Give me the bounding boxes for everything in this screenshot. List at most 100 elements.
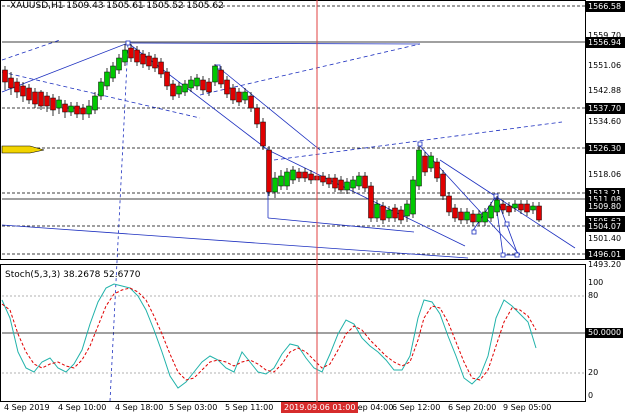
- candle: [332, 174, 338, 192]
- candle-body: [434, 161, 440, 179]
- candle: [506, 202, 512, 216]
- candle: [266, 146, 272, 196]
- candle: [260, 118, 266, 150]
- candle-body: [398, 209, 404, 221]
- candle: [158, 58, 164, 78]
- candle-body: [38, 91, 44, 107]
- candle: [530, 202, 536, 214]
- candle: [290, 166, 296, 184]
- candle-body: [110, 65, 116, 79]
- candle-body: [272, 177, 278, 193]
- candle-body: [506, 205, 512, 213]
- candle: [56, 96, 62, 114]
- anchor-point-icon: [500, 252, 506, 258]
- candle: [122, 44, 128, 66]
- candle: [404, 200, 410, 222]
- price-label: 1493.20: [588, 260, 622, 269]
- candle: [26, 84, 32, 104]
- time-label: 5 Sep 11:00: [225, 403, 274, 412]
- trendline: [439, 159, 576, 249]
- candle: [92, 92, 98, 114]
- time-label: 6 Sep 12:00: [392, 403, 441, 412]
- candle-body: [152, 57, 158, 69]
- candle: [512, 200, 518, 212]
- candle-body: [410, 179, 416, 215]
- candle-body: [416, 149, 422, 187]
- candle-body: [524, 203, 530, 213]
- candle: [470, 210, 476, 226]
- price-label: 1526.30: [586, 143, 625, 154]
- candle-body: [254, 107, 260, 125]
- candle-body: [44, 95, 50, 107]
- anchor-point-icon: [471, 229, 477, 235]
- stoch-level-label: 0: [588, 391, 594, 400]
- candle-body: [464, 211, 470, 221]
- candle: [458, 208, 464, 224]
- candle-body: [296, 171, 302, 179]
- anchor-point-icon: [125, 40, 131, 46]
- candle-body: [308, 173, 314, 181]
- candle: [350, 176, 356, 192]
- candle: [170, 80, 176, 100]
- candle-body: [350, 179, 356, 189]
- anchor-point-icon: [417, 141, 423, 147]
- candle: [68, 102, 74, 116]
- candle-body: [500, 203, 506, 211]
- candle: [128, 44, 134, 62]
- candle: [116, 54, 122, 74]
- candle: [302, 168, 308, 182]
- trendline: [1, 224, 469, 259]
- candle: [344, 178, 350, 194]
- price-label: 1551.06: [588, 61, 622, 70]
- candle-body: [488, 205, 494, 219]
- candle-body: [284, 171, 290, 187]
- candle: [50, 94, 56, 116]
- candle-body: [236, 91, 242, 103]
- stoch-level-label: 50.0000: [586, 328, 624, 338]
- candle-body: [320, 175, 326, 183]
- price-label: 1537.70: [586, 103, 625, 114]
- candle-body: [74, 105, 80, 115]
- price-label: 1504.07: [586, 221, 625, 232]
- candle-body: [212, 65, 218, 83]
- time-label: 6 Sep 20:00: [448, 403, 497, 412]
- candle-body: [494, 199, 500, 213]
- candle-body: [332, 177, 338, 189]
- stochastic-lines: [1, 283, 586, 389]
- trendline: [267, 217, 415, 233]
- candle: [224, 76, 230, 98]
- candle: [74, 102, 80, 118]
- candle-body: [200, 79, 206, 91]
- candle: [14, 78, 20, 98]
- candle: [212, 64, 218, 86]
- candle-body: [14, 81, 20, 93]
- price-label: 1513.21: [586, 188, 625, 199]
- candle-body: [50, 97, 56, 111]
- candle-body: [374, 203, 380, 219]
- candle: [338, 176, 344, 194]
- trendline: [109, 42, 129, 402]
- candle: [38, 90, 44, 110]
- time-label: 5 Sep 04:00: [345, 403, 394, 412]
- candle: [86, 100, 92, 118]
- price-label: 1556.94: [586, 37, 625, 48]
- candle-body: [356, 175, 362, 187]
- candle: [20, 82, 26, 102]
- candle: [536, 202, 542, 222]
- candle-body: [62, 103, 68, 113]
- candle-body: [458, 211, 464, 221]
- candle: [140, 50, 146, 68]
- candle-body: [80, 107, 86, 115]
- candle-body: [392, 207, 398, 219]
- candle-body: [230, 87, 236, 101]
- candle-body: [194, 77, 200, 87]
- candle: [134, 46, 140, 66]
- candle-body: [368, 185, 374, 219]
- price-label: 1559.70: [588, 31, 622, 40]
- candle: [230, 84, 236, 104]
- candle: [362, 172, 368, 192]
- candle-body: [122, 49, 128, 63]
- candle-body: [242, 91, 248, 101]
- candle: [32, 88, 38, 108]
